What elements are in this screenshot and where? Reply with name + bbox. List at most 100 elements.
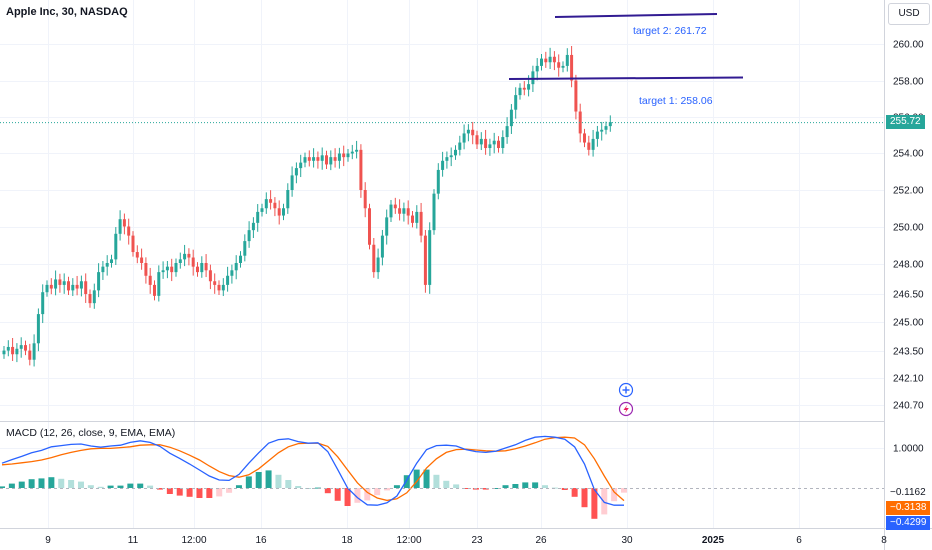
candle-body <box>67 281 70 291</box>
candle-body <box>342 153 346 158</box>
candle-body <box>75 284 79 289</box>
currency-button[interactable]: USD <box>888 3 930 25</box>
candle-body <box>191 257 195 267</box>
candle-body <box>505 126 509 138</box>
candle-body <box>497 140 500 149</box>
time-tick-label: 18 <box>341 535 353 546</box>
candle-body <box>393 204 397 209</box>
candle-body <box>213 281 217 285</box>
candle-body <box>277 208 281 216</box>
macd-histogram-bar <box>295 486 302 488</box>
candle-body <box>385 217 389 236</box>
macd-histogram-bar <box>344 488 351 506</box>
candle-body <box>380 235 384 258</box>
candle-body <box>294 168 298 176</box>
add-alert-icon[interactable] <box>618 382 634 398</box>
macd-indicator-label[interactable]: MACD (12, 26, close, 9, EMA, EMA) <box>6 427 176 439</box>
candle-body <box>41 292 45 315</box>
candle-body <box>282 208 285 216</box>
macd-histogram-bar <box>216 488 223 497</box>
candle-body <box>62 281 66 285</box>
macd-histogram-bar <box>393 485 400 488</box>
candle-body <box>458 142 462 150</box>
candle-body <box>557 62 561 68</box>
candle-body <box>398 208 402 214</box>
macd-histogram-bar <box>68 480 75 488</box>
macd-histogram-bar <box>235 485 242 488</box>
candle-body <box>196 266 199 273</box>
candle-body <box>140 257 144 263</box>
candle-body <box>488 144 492 149</box>
macd-histogram-bar <box>58 478 65 488</box>
candle-body <box>411 215 414 223</box>
target-2-line[interactable] <box>554 13 718 18</box>
candle-body <box>307 157 311 161</box>
macd-histogram-bar <box>127 483 134 488</box>
macd-histogram-bar <box>38 478 45 488</box>
time-tick-label: 9 <box>45 535 51 546</box>
macd-line-value: −0.4299 <box>886 515 931 530</box>
macd-histogram-bar <box>97 486 104 488</box>
candle-body <box>329 157 333 165</box>
candle-body <box>79 281 83 289</box>
candle-body <box>264 199 268 209</box>
price-axis[interactable]: 260.00258.00256.00254.00252.00250.00248.… <box>893 40 924 455</box>
price-tick-label: 246.50 <box>893 290 924 301</box>
time-axis[interactable]: 9 11 12:00 16 18 12:00 23 26 30 2025 6 8 <box>45 535 887 546</box>
candle-body <box>299 162 303 169</box>
candle-body <box>11 346 15 355</box>
target-1-line[interactable] <box>508 76 744 80</box>
price-tick-label: 258.00 <box>893 77 924 88</box>
macd-histogram-bar <box>166 488 173 494</box>
candle-body <box>183 253 187 260</box>
macd-histogram-bar <box>18 481 25 488</box>
candle-body <box>97 272 101 291</box>
macd-histogram-bar <box>285 480 292 488</box>
candle-body <box>561 65 565 68</box>
macd-histogram-bar <box>137 483 144 488</box>
candle-body <box>217 284 221 291</box>
candle-body <box>135 252 139 258</box>
candle-body <box>101 266 105 273</box>
candle-body <box>509 109 513 127</box>
lightning-event-icon[interactable] <box>618 401 634 417</box>
candle-body <box>454 149 457 156</box>
candle-body <box>552 56 556 63</box>
candle-body <box>45 284 49 293</box>
candle-body <box>320 155 324 161</box>
candle-body <box>127 226 131 236</box>
candle-body <box>565 54 569 66</box>
candle-body <box>316 157 320 161</box>
macd-histogram-bar <box>364 488 371 501</box>
candle-body <box>110 259 113 263</box>
candle-body <box>441 160 445 170</box>
candle-body <box>24 345 27 351</box>
candle-body <box>346 153 350 158</box>
macd-histogram-bar <box>117 485 124 488</box>
macd-histogram-bar <box>324 488 331 494</box>
time-tick-label: 12:00 <box>181 535 206 546</box>
price-tick-label: 240.70 <box>893 401 924 412</box>
macd-histogram-bar <box>0 486 5 488</box>
candle-body <box>144 263 148 276</box>
macd-histogram-bar <box>482 488 489 490</box>
candle-body <box>15 348 19 355</box>
time-tick-label: 11 <box>128 535 139 546</box>
candle-body <box>359 149 363 190</box>
price-tick-label: 245.00 <box>893 318 924 329</box>
candle-body <box>600 129 604 132</box>
candle-body <box>535 65 539 72</box>
candle-body <box>230 270 234 276</box>
candle-body <box>479 138 483 145</box>
candle-body <box>290 175 294 190</box>
macd-histogram-bar <box>275 474 282 488</box>
candle-body <box>406 208 410 216</box>
candle-body <box>522 87 526 90</box>
price-tick-label: 252.00 <box>893 186 924 197</box>
macd-histogram-bar <box>28 479 35 488</box>
macd-histogram-bar <box>463 488 470 489</box>
candle-body <box>200 263 204 273</box>
candle-body <box>419 211 423 236</box>
candle-body <box>71 284 75 291</box>
